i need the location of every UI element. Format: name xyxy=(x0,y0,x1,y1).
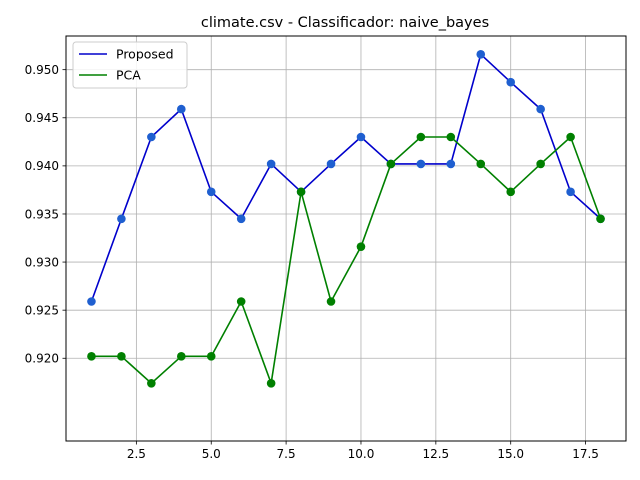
data-point-pca xyxy=(296,187,306,197)
y-tick-label: 0.950 xyxy=(25,63,59,77)
series-group xyxy=(87,49,605,388)
data-point-pca xyxy=(536,159,545,169)
data-point-proposed xyxy=(476,49,486,59)
x-tick-label: 5.0 xyxy=(202,447,221,461)
data-point-pca xyxy=(506,187,516,197)
data-point-pca xyxy=(596,214,605,224)
data-point-proposed xyxy=(566,187,575,197)
legend-label-proposed: Proposed xyxy=(116,47,174,62)
data-point-proposed xyxy=(536,104,545,114)
y-tick-label: 0.920 xyxy=(25,352,59,366)
y-tick-label: 0.935 xyxy=(25,207,59,221)
data-point-proposed xyxy=(176,104,186,114)
data-point-pca xyxy=(117,352,126,361)
y-axis: 0.920 0.925 0.930 0.935 0.940 0.945 0.950 xyxy=(25,63,66,366)
data-point-proposed xyxy=(416,159,426,169)
data-point-pca xyxy=(87,352,96,361)
data-point-pca xyxy=(416,132,426,142)
data-point-pca xyxy=(476,159,486,169)
y-tick-label: 0.945 xyxy=(25,111,59,125)
y-tick-label: 0.930 xyxy=(25,255,59,269)
data-point-pca xyxy=(266,378,276,388)
x-tick-label: 2.5 xyxy=(127,447,146,461)
data-point-proposed xyxy=(326,159,336,169)
x-tick-label: 10.0 xyxy=(348,447,375,461)
grid xyxy=(66,36,626,441)
data-point-pca xyxy=(147,378,156,388)
data-point-proposed xyxy=(87,297,96,306)
plot-frame xyxy=(65,35,627,442)
data-point-pca xyxy=(206,352,216,361)
data-point-proposed xyxy=(356,132,366,142)
data-point-proposed xyxy=(506,77,516,87)
data-point-proposed xyxy=(446,159,456,169)
y-tick-label: 0.925 xyxy=(25,303,59,317)
x-axis: 2.5 5.0 7.5 10.0 12.5 15.0 17.5 xyxy=(127,441,599,461)
data-point-pca xyxy=(326,297,336,306)
chart-title: climate.csv - Classificador: naive_bayes xyxy=(201,15,489,31)
data-point-pca xyxy=(446,132,456,142)
data-point-proposed xyxy=(147,132,156,142)
data-point-pca xyxy=(176,352,186,361)
data-point-pca xyxy=(566,132,575,142)
data-point-pca xyxy=(356,242,366,251)
data-point-proposed xyxy=(266,159,276,169)
data-point-proposed xyxy=(236,214,246,224)
series-line-proposed xyxy=(90,53,602,302)
series-line-pca xyxy=(91,136,602,385)
x-tick-label: 12.5 xyxy=(422,447,449,461)
series-pca xyxy=(87,132,605,388)
legend: Proposed PCA xyxy=(72,41,188,89)
data-point-pca xyxy=(386,159,396,169)
data-point-proposed xyxy=(206,187,216,197)
x-tick-label: 15.0 xyxy=(497,447,524,461)
x-tick-label: 7.5 xyxy=(277,447,296,461)
x-tick-label: 17.5 xyxy=(572,447,599,461)
y-tick-label: 0.940 xyxy=(25,159,59,173)
legend-label-pca: PCA xyxy=(116,68,141,83)
data-point-pca xyxy=(236,297,246,306)
data-point-proposed xyxy=(117,214,126,224)
